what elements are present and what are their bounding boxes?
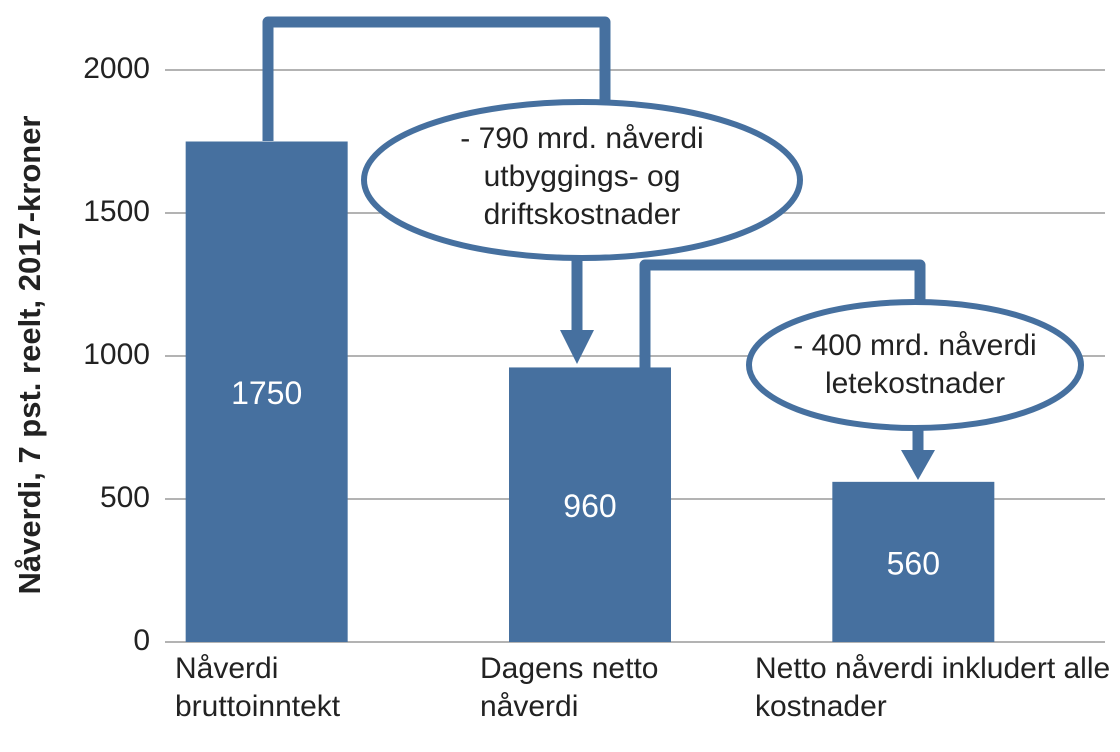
annotation-bubble (746, 299, 1084, 431)
annotation: - 790 mrd. nåverdi utbyggings- og drifts… (460, 122, 704, 231)
y-axis-title: Nåverdi, 7 pst. reelt, 2017-kroner (12, 115, 47, 594)
y-tick-label: 2000 (83, 52, 150, 85)
annotation-bubble (361, 99, 803, 261)
x-tick-label: Dagens netto nåverdi (480, 652, 659, 723)
bar (509, 367, 671, 642)
value-label: 960 (563, 488, 616, 524)
annotation: - 400 mrd. nåverdi letekostnader (793, 329, 1037, 400)
value-label: 560 (887, 545, 940, 581)
x-tick-label: Nåverdi bruttoinntekt (175, 652, 341, 723)
y-tick-label: 1500 (83, 195, 150, 228)
x-tick-label: Netto nåverdi inkludert alle kostnader (755, 652, 1111, 723)
y-tick-label: 1000 (83, 338, 150, 371)
y-tick-label: 0 (133, 624, 150, 657)
arrow-head (901, 450, 935, 480)
bar (832, 481, 995, 642)
connector (639, 259, 926, 368)
bar (185, 141, 348, 642)
connectors (262, 16, 926, 455)
arrow-head (560, 330, 594, 364)
connector (262, 16, 611, 141)
y-tick-label: 500 (100, 481, 150, 514)
value-label: 1750 (231, 375, 302, 411)
